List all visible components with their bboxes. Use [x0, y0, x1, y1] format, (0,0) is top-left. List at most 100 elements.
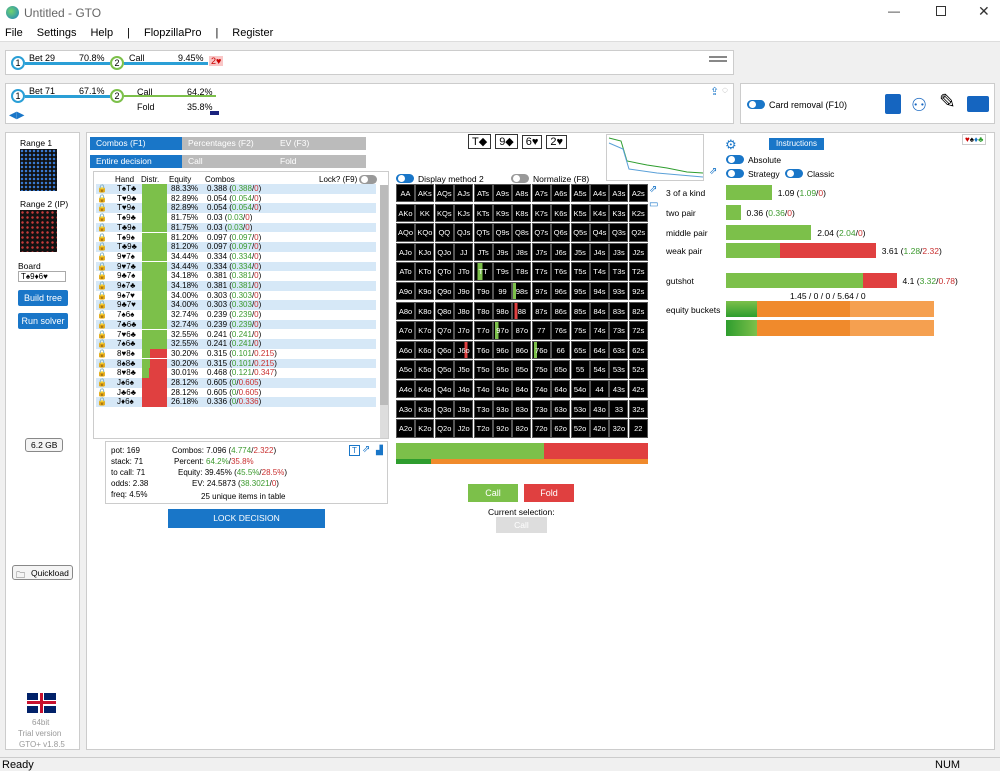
hand-cell[interactable]: J6s	[551, 242, 571, 262]
hand-cell[interactable]: 92s	[628, 282, 648, 301]
table-row[interactable]: 🔒 7♣6♣ 32.74% 0.239 (0.239/0)	[96, 319, 376, 330]
lock-icon[interactable]: 🔒	[97, 184, 107, 193]
hand-cell[interactable]: 54s	[590, 360, 609, 379]
hand-cell[interactable]: 98s	[512, 282, 532, 301]
table-scrollbar[interactable]	[380, 185, 388, 438]
tree-node[interactable]: 2	[110, 56, 124, 70]
edit-icon[interactable]: ✎	[939, 91, 956, 113]
hand-cell[interactable]: A8o	[396, 301, 415, 320]
hand-cell[interactable]: A2o	[396, 419, 415, 438]
call-action-button[interactable]: Call	[468, 484, 518, 502]
table-row[interactable]: 🔒 9♣7♠ 34.18% 0.381 (0.381/0)	[96, 271, 376, 281]
hand-cell[interactable]: JTs	[473, 242, 493, 262]
hand-cell[interactable]: A3o	[396, 399, 415, 418]
hand-cell[interactable]: J8s	[512, 242, 532, 262]
equity-graph[interactable]	[606, 134, 704, 181]
hand-cell[interactable]: 42s	[628, 380, 648, 399]
hand-cell[interactable]: J9o	[454, 282, 474, 301]
table-row[interactable]: 🔒 9♥7♣ 34.44% 0.334 (0.334/0)	[96, 261, 376, 272]
hand-cell[interactable]: QQ	[434, 223, 454, 242]
hand-cell[interactable]: Q4o	[434, 380, 454, 399]
hand-cell[interactable]: K6o	[415, 340, 435, 360]
hand-cell[interactable]: T9o	[473, 282, 493, 301]
hand-cell[interactable]: KJs	[454, 203, 474, 222]
tab-percentages[interactable]: Percentages (F2)	[182, 137, 274, 150]
text-icon[interactable]: T	[349, 445, 360, 456]
hand-cell[interactable]: J2s	[628, 242, 648, 262]
hand-cell[interactable]: 52s	[628, 360, 648, 379]
hand-cell[interactable]: Q7s	[531, 223, 551, 242]
hand-cell[interactable]: A7o	[396, 321, 415, 340]
hand-cell[interactable]: 74o	[531, 380, 551, 399]
hand-cell[interactable]: J4o	[454, 380, 474, 399]
table-row[interactable]: 🔒 9♣7♥ 34.00% 0.303 (0.303/0)	[96, 300, 376, 310]
hand-cell[interactable]: 88	[512, 301, 532, 320]
hand-cell[interactable]: T3s	[609, 262, 629, 281]
hand-cell[interactable]: J8o	[454, 301, 474, 320]
hand-cell[interactable]: 22	[628, 419, 648, 438]
tab-ev[interactable]: EV (F3)	[274, 137, 366, 150]
tree-node[interactable]: 1	[11, 89, 25, 103]
export-icon[interactable]: ⇗	[709, 166, 718, 177]
lock-icon[interactable]: 🔒	[97, 358, 107, 368]
hand-cell[interactable]: K3s	[609, 203, 629, 222]
hand-cell[interactable]: KTs	[473, 203, 493, 222]
hand-cell[interactable]: K8s	[512, 203, 532, 222]
hand-cell[interactable]: Q7o	[434, 321, 454, 340]
tree-node[interactable]: 2	[110, 89, 124, 103]
hand-cell[interactable]: KTo	[415, 262, 435, 281]
refresh-icon[interactable]: ◌	[722, 85, 728, 96]
tab-entire-decision[interactable]: Entire decision	[90, 155, 182, 168]
hand-cell[interactable]: Q6o	[434, 340, 454, 360]
hand-cell[interactable]: T6o	[473, 340, 493, 360]
hand-cell[interactable]: JJ	[454, 242, 474, 262]
hand-cell[interactable]: 94o	[493, 380, 512, 399]
table-row[interactable]: 🔒 J♣6♣ 28.12% 0.605 (0/0.605)	[96, 387, 376, 398]
export-icon[interactable]: ⇗	[362, 444, 371, 455]
classic-toggle[interactable]	[785, 169, 803, 178]
hand-cell[interactable]: 55	[570, 360, 590, 379]
hand-cell[interactable]: T5s	[570, 262, 590, 281]
chart-icon[interactable]: ▟	[376, 445, 383, 455]
hand-cell[interactable]: 54o	[570, 380, 590, 399]
hand-cell[interactable]: T2s	[628, 262, 648, 281]
hand-cell[interactable]: 64o	[551, 380, 571, 399]
hand-cell[interactable]: 86s	[551, 301, 571, 320]
table-row[interactable]: 🔒 T♠9♠ 81.20% 0.097 (0.097/0)	[96, 232, 376, 243]
range2-grid[interactable]	[20, 210, 57, 252]
hand-cell[interactable]: 84o	[512, 380, 532, 399]
hand-cell[interactable]: 99	[493, 282, 512, 301]
hand-cell[interactable]: AJs	[454, 184, 474, 203]
hand-cell[interactable]: 85o	[512, 360, 532, 379]
hand-cell[interactable]: 93s	[609, 282, 629, 301]
hand-cell[interactable]: A9o	[396, 282, 415, 301]
lock-icon[interactable]: 🔒	[97, 300, 107, 310]
hand-cell[interactable]: K9o	[415, 282, 435, 301]
hand-cell[interactable]: 96o	[493, 340, 512, 360]
hand-cell[interactable]: Q9o	[434, 282, 454, 301]
build-tree-button[interactable]: Build tree	[18, 290, 68, 306]
export-icon[interactable]: ⇗	[649, 184, 658, 195]
hand-cell[interactable]: 42o	[590, 419, 609, 438]
hand-cell[interactable]: Q8s	[512, 223, 532, 242]
lock-icon[interactable]: 🔒	[97, 222, 107, 232]
hand-cell[interactable]: J6o	[454, 340, 474, 360]
hand-cell[interactable]: T7s	[531, 262, 551, 281]
hand-cell[interactable]: TT	[473, 262, 493, 281]
suits-icon[interactable]: ♥♠♦♣	[962, 134, 987, 145]
hand-cell[interactable]: QJs	[454, 223, 474, 242]
minimize-button[interactable]: —	[888, 4, 900, 18]
hand-cell[interactable]: 94s	[590, 282, 609, 301]
table-row[interactable]: 🔒 7♠6♣ 32.55% 0.241 (0.241/0)	[96, 339, 376, 349]
card-removal-toggle[interactable]	[747, 100, 765, 109]
hand-cell[interactable]: 82o	[512, 419, 532, 438]
hand-cell[interactable]: Q3s	[609, 223, 629, 242]
lock-icon[interactable]: 🔒	[97, 251, 107, 261]
tab-fold[interactable]: Fold	[274, 155, 366, 168]
hand-cell[interactable]: T4s	[590, 262, 609, 281]
hand-cell[interactable]: 95o	[493, 360, 512, 379]
hand-cell[interactable]: Q4s	[590, 223, 609, 242]
hand-cell[interactable]: KQo	[415, 223, 435, 242]
hand-cell[interactable]: 43s	[609, 380, 629, 399]
table-row[interactable]: 🔒 8♠8♣ 30.20% 0.315 (0.101/0.215)	[96, 358, 376, 369]
